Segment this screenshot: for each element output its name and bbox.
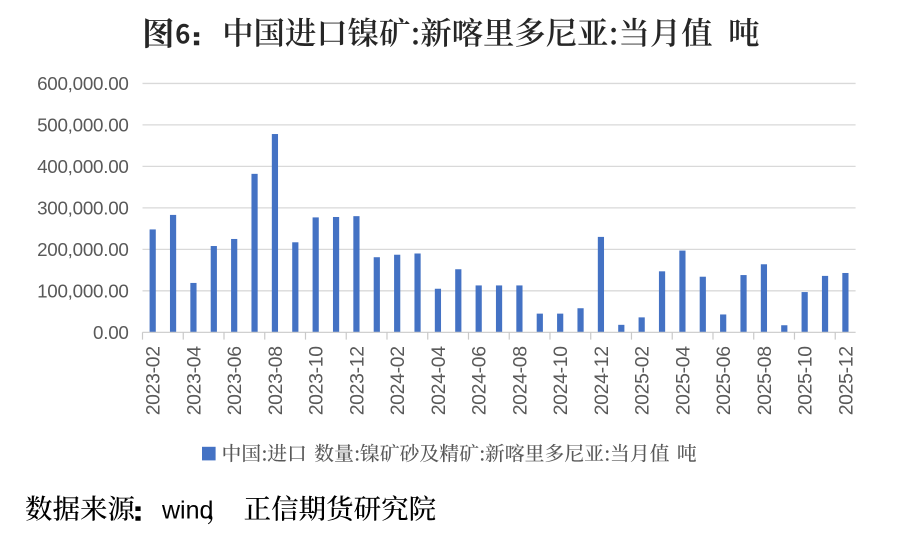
- svg-text:2025-06: 2025-06: [713, 346, 735, 415]
- svg-text:2025-08: 2025-08: [754, 346, 776, 415]
- svg-text:2024-06: 2024-06: [469, 346, 491, 415]
- svg-text:2023-08: 2023-08: [265, 346, 287, 415]
- svg-text:400,000.00: 400,000.00: [37, 156, 129, 177]
- svg-text:2024-12: 2024-12: [591, 346, 613, 415]
- svg-text:200,000.00: 200,000.00: [37, 239, 129, 260]
- svg-text:2025-10: 2025-10: [795, 346, 817, 416]
- svg-text:500,000.00: 500,000.00: [37, 114, 129, 135]
- svg-text:wind: wind: [161, 497, 213, 525]
- svg-text:100,000.00: 100,000.00: [37, 280, 129, 301]
- svg-text:2023-10: 2023-10: [306, 346, 328, 416]
- svg-text:0.00: 0.00: [93, 322, 129, 343]
- svg-text:300,000.00: 300,000.00: [37, 197, 129, 218]
- svg-text:2025-02: 2025-02: [632, 346, 654, 415]
- svg-text:2023-12: 2023-12: [346, 346, 368, 415]
- svg-text:2024-02: 2024-02: [387, 346, 409, 415]
- svg-text:2025-12: 2025-12: [835, 346, 857, 415]
- svg-text:2024-08: 2024-08: [509, 346, 531, 415]
- svg-text:600,000.00: 600,000.00: [37, 73, 129, 94]
- svg-text:2024-04: 2024-04: [428, 346, 450, 416]
- svg-text:2023-04: 2023-04: [183, 346, 205, 416]
- svg-text:2023-02: 2023-02: [143, 346, 165, 415]
- svg-text:2025-04: 2025-04: [672, 346, 694, 416]
- svg-text:2023-06: 2023-06: [224, 346, 246, 415]
- svg-text:2024-10: 2024-10: [550, 346, 572, 416]
